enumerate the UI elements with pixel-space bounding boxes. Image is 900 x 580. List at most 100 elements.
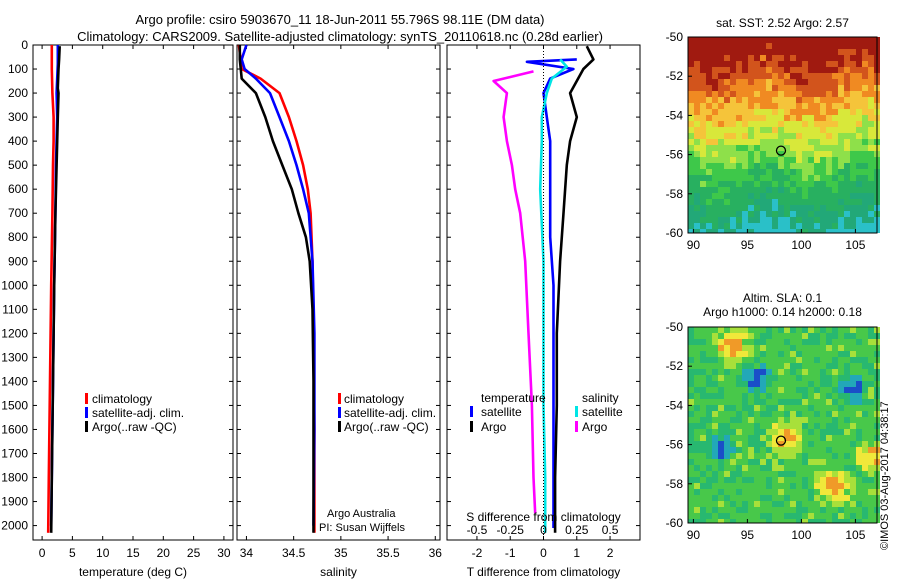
heatmap-cell	[742, 477, 748, 483]
heatmap-cell	[748, 507, 754, 513]
heatmap-cell	[766, 91, 772, 97]
heatmap-cell	[748, 327, 754, 333]
x-tick-label: 0	[540, 546, 547, 560]
heatmap-cell	[814, 501, 820, 507]
heatmap-cell	[784, 199, 790, 205]
map-frame	[687, 326, 878, 524]
heatmap-cell	[718, 121, 724, 127]
heatmap-cell	[820, 163, 826, 169]
heatmap-cell	[856, 121, 862, 127]
heatmap-cell	[712, 423, 718, 429]
heatmap-cell	[808, 351, 814, 357]
heatmap-cell	[838, 37, 844, 43]
heatmap-cell	[820, 97, 826, 103]
heatmap-cell	[760, 447, 766, 453]
heatmap-cell	[778, 61, 784, 67]
heatmap-cell	[844, 133, 850, 139]
x-tick-label: 105	[845, 528, 865, 542]
heatmap-cell	[778, 429, 784, 435]
heatmap-cell	[706, 151, 712, 157]
heatmap-cell	[712, 229, 718, 233]
heatmap-cell	[706, 387, 712, 393]
heatmap-cell	[742, 405, 748, 411]
y-tick-label: 2000	[1, 519, 28, 533]
heatmap-cell	[814, 399, 820, 405]
heatmap-cell	[802, 145, 808, 151]
heatmap-cell	[814, 417, 820, 423]
heatmap-cell	[688, 187, 694, 193]
heatmap-cell	[748, 127, 754, 133]
heatmap-cell	[844, 393, 850, 399]
heatmap-cell	[712, 411, 718, 417]
heatmap-cell	[694, 97, 700, 103]
heatmap-cell	[754, 139, 760, 145]
heatmap-cell	[712, 471, 718, 477]
heatmap-cell	[694, 501, 700, 507]
heatmap-cell	[748, 175, 754, 181]
heatmap-cell	[778, 435, 784, 441]
heatmap-cell	[748, 169, 754, 175]
heatmap-cell	[796, 339, 802, 345]
heatmap-cell	[856, 411, 862, 417]
heatmap-cell	[718, 327, 724, 333]
heatmap-cell	[730, 157, 736, 163]
heatmap-cell	[694, 459, 700, 465]
heatmap-cell	[700, 423, 706, 429]
y-tick-label: 200	[8, 86, 28, 100]
heatmap-cell	[700, 327, 706, 333]
heatmap-cell	[730, 175, 736, 181]
heatmap-cell	[814, 187, 820, 193]
legend-swatch-s-0	[575, 406, 578, 417]
heatmap-cell	[766, 387, 772, 393]
heatmap-cell	[778, 387, 784, 393]
heatmap-cell	[826, 327, 832, 333]
heatmap-cell	[856, 169, 862, 175]
heatmap-cell	[742, 91, 748, 97]
heatmap-cell	[814, 217, 820, 223]
heatmap-cell	[862, 495, 868, 501]
heatmap-cell	[694, 345, 700, 351]
y-tick-label: 1300	[1, 350, 28, 364]
heatmap-cell	[850, 115, 856, 121]
heatmap-cell	[718, 393, 724, 399]
heatmap-cell	[790, 157, 796, 163]
heatmap-cell	[706, 67, 712, 73]
heatmap-cell	[694, 55, 700, 61]
heatmap-cell	[832, 61, 838, 67]
heatmap-cell	[772, 73, 778, 79]
heatmap-cell	[790, 501, 796, 507]
heatmap-cell	[832, 139, 838, 145]
heatmap-cell	[730, 43, 736, 49]
heatmap-cell	[736, 381, 742, 387]
heatmap-cell	[784, 211, 790, 217]
heatmap-cell	[766, 447, 772, 453]
heatmap-cell	[862, 43, 868, 49]
heatmap-cell	[868, 169, 874, 175]
heatmap-cell	[790, 429, 796, 435]
heatmap-cell	[796, 489, 802, 495]
heatmap-cell	[826, 465, 832, 471]
heatmap-cell	[736, 85, 742, 91]
heatmap-cell	[862, 145, 868, 151]
heatmap-cell	[790, 495, 796, 501]
heatmap-cell	[748, 351, 754, 357]
heatmap-cell	[706, 163, 712, 169]
heatmap-cell	[832, 363, 838, 369]
heatmap-cell	[820, 127, 826, 133]
heatmap-cell	[754, 199, 760, 205]
heatmap-cell	[772, 223, 778, 229]
heatmap-cell	[766, 181, 772, 187]
heatmap-cell	[832, 55, 838, 61]
legend-salinity-entry-1: Argo	[582, 420, 608, 434]
heatmap-cell	[820, 187, 826, 193]
heatmap-cell	[868, 489, 874, 495]
heatmap-cell	[718, 441, 724, 447]
heatmap-cell	[700, 405, 706, 411]
heatmap-cell	[760, 381, 766, 387]
heatmap-cell	[802, 333, 808, 339]
heatmap-cell	[754, 145, 760, 151]
heatmap-cell	[838, 429, 844, 435]
heatmap-cell	[688, 151, 694, 157]
heatmap-cell	[826, 169, 832, 175]
heatmap-cell	[802, 211, 808, 217]
